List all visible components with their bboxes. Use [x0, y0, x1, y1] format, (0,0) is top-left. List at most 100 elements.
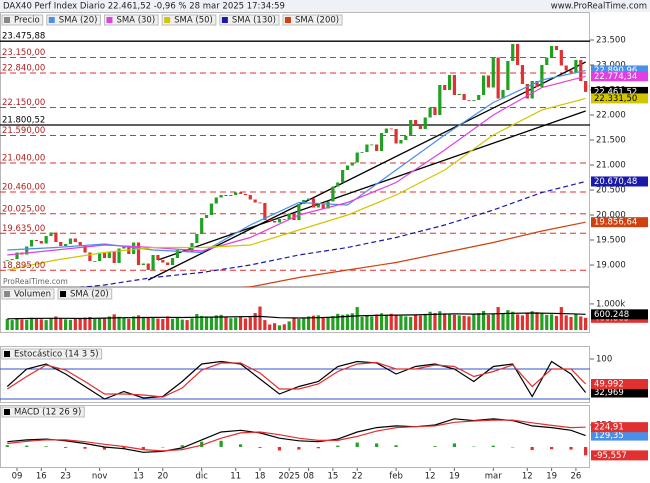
bar [200, 315, 204, 330]
legend-label: SMA (50) [174, 16, 213, 26]
bar [511, 311, 515, 330]
bar [321, 316, 325, 330]
level-label: 23.150,00 [2, 48, 45, 58]
bar [180, 445, 184, 447]
bar [263, 320, 267, 330]
candle [540, 65, 544, 87]
bar [238, 444, 243, 447]
candle [515, 44, 520, 65]
indicator-line [7, 75, 586, 256]
candle [93, 261, 97, 262]
volume-frame [0, 287, 590, 333]
candle [234, 192, 238, 195]
bar [491, 313, 495, 330]
legend-bg [1, 406, 85, 418]
last-value-bg [591, 379, 648, 390]
last-value-bg [591, 309, 648, 320]
candle [5, 260, 9, 261]
candle [467, 100, 471, 101]
bar [112, 314, 116, 330]
candle [481, 75, 486, 95]
bar [127, 318, 131, 330]
candle [550, 46, 554, 58]
last-value-label: 32,969 [594, 388, 624, 398]
last-value-bg [591, 65, 648, 76]
bar [200, 441, 204, 447]
stochastic-frame [0, 346, 590, 403]
candle [224, 195, 228, 196]
legend-bg [103, 14, 159, 26]
bar [491, 445, 495, 447]
bar [311, 315, 316, 330]
last-value-label: 19.856,64 [594, 218, 637, 228]
candle [25, 246, 29, 255]
y-tick-label: 19.000 [596, 261, 626, 271]
candle [156, 255, 160, 260]
bar [136, 315, 141, 330]
bar [535, 312, 539, 330]
bar [336, 445, 340, 447]
x-tick-label: feb [389, 472, 403, 482]
bar [550, 314, 554, 330]
bar [10, 320, 14, 330]
header-title: DAX40 Perf Index Diario 22.461,52 -0,96 … [3, 2, 285, 12]
y-tick-label: 22.000 [596, 111, 626, 121]
bar [44, 446, 48, 447]
bar [146, 317, 150, 330]
candle [132, 242, 136, 254]
bar [78, 318, 82, 330]
candle [204, 215, 209, 218]
level-label: 20.460,00 [2, 183, 45, 193]
candle [238, 192, 243, 194]
last-value-bg [591, 176, 648, 187]
last-value-bg [591, 387, 648, 398]
bar [5, 319, 9, 330]
bar [365, 315, 369, 330]
x-tick-label: 13 [133, 472, 144, 482]
bar [234, 317, 238, 330]
bar [554, 315, 559, 330]
last-value-label: 20.670,48 [594, 177, 637, 187]
bar [433, 446, 437, 447]
bar [88, 316, 92, 330]
x-tick-label: 12 [522, 472, 533, 482]
x-tick-label: 19 [449, 472, 460, 482]
last-value-box: 22.331,50 [591, 93, 648, 104]
legend-bg [282, 14, 343, 26]
bar [477, 313, 481, 330]
bar [404, 316, 408, 330]
bar [297, 319, 301, 330]
bar [355, 307, 359, 330]
last-value-box: 224,91 [591, 422, 648, 433]
bar [564, 315, 568, 330]
bar [59, 318, 63, 330]
legend-label: SMA (130) [232, 16, 276, 26]
legend-swatch [4, 351, 10, 357]
indicator-line [7, 69, 586, 254]
x-tick-label: 2025 [278, 472, 300, 482]
bar [579, 316, 583, 330]
bar [472, 314, 476, 330]
bar [336, 313, 340, 330]
candle [365, 144, 369, 152]
x-tick-label: 19 [546, 472, 557, 482]
bar [413, 315, 418, 330]
candle [413, 120, 418, 125]
bar [370, 316, 374, 330]
level-label: 18.895,00 [2, 261, 45, 271]
level-label: 21.040,00 [2, 154, 45, 164]
candle [530, 81, 534, 99]
legend-swatch [106, 17, 113, 23]
bar [238, 316, 243, 330]
bar [54, 316, 58, 330]
bar [520, 315, 525, 330]
bar [302, 317, 306, 330]
candle [258, 202, 262, 204]
candle [345, 165, 350, 170]
bar [258, 446, 262, 448]
last-value-label: 22.461,52 [594, 87, 637, 97]
candle [200, 218, 204, 234]
indicator-line [7, 97, 586, 271]
bar [117, 316, 121, 330]
